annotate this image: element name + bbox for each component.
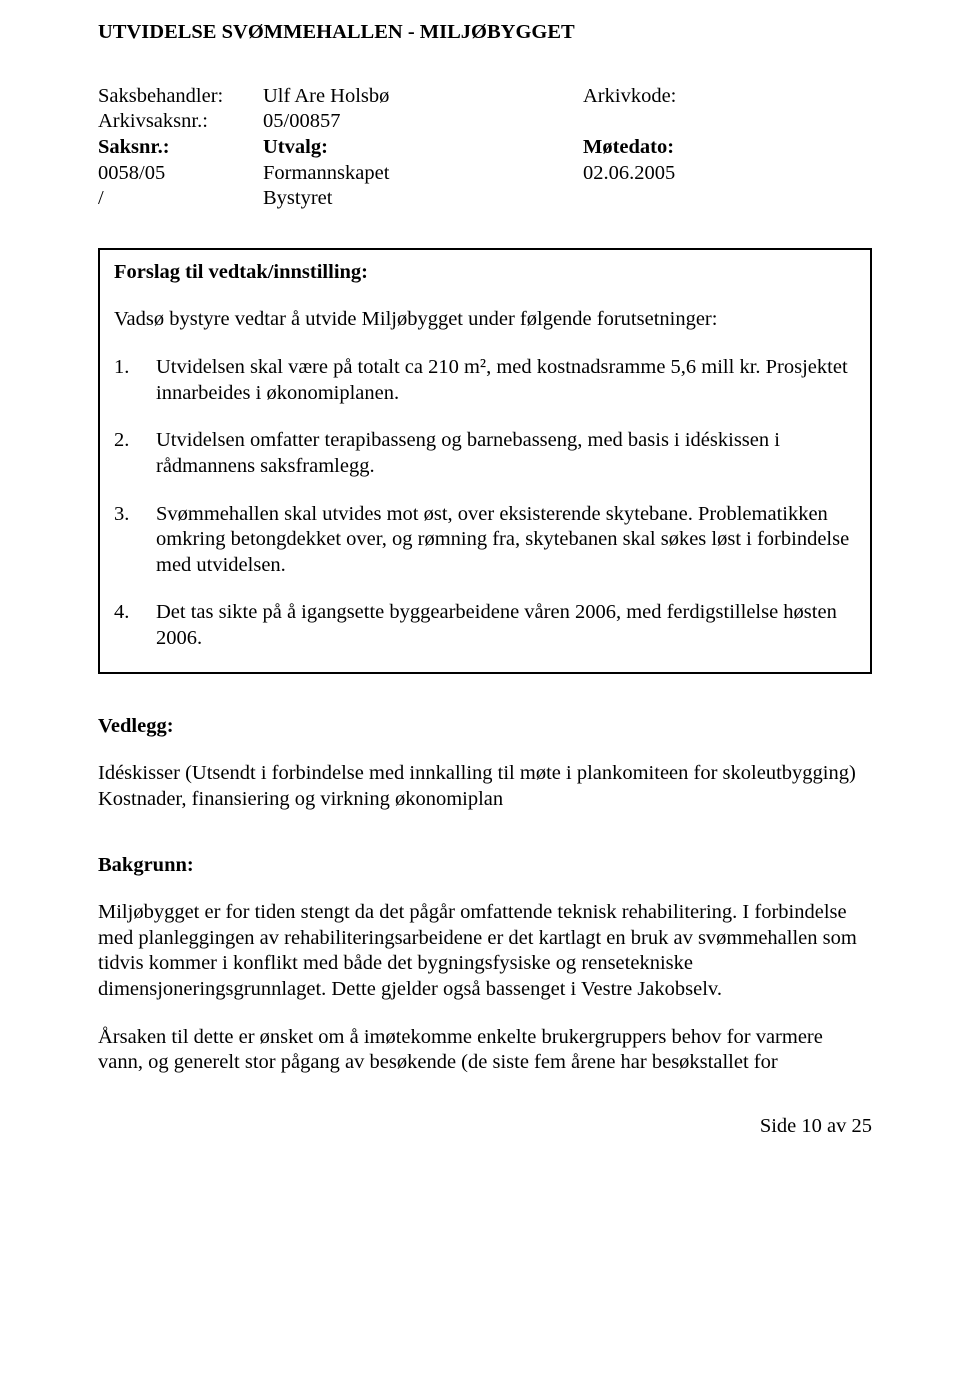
meta-label: / (98, 186, 263, 212)
bakgrunn-paragraph: Årsaken til dette er ønsket om å imøteko… (98, 1025, 872, 1076)
bakgrunn-paragraph: Miljøbygget er for tiden stengt da det p… (98, 900, 872, 1003)
meta-extra: Møtedato: (583, 135, 674, 161)
meta-label: Arkivsaksnr.: (98, 109, 263, 135)
item-text: Svømmehallen skal utvides mot øst, over … (156, 502, 856, 579)
page-footer: Side 10 av 25 (98, 1114, 872, 1140)
proposal-list: 1. Utvidelsen skal være på totalt ca 210… (114, 355, 856, 652)
meta-row: Saksbehandler: Ulf Are Holsbø Arkivkode: (98, 84, 872, 110)
meta-extra: Arkivkode: (583, 84, 676, 110)
meta-row: 0058/05 Formannskapet 02.06.2005 (98, 161, 872, 187)
document-title: UTVIDELSE SVØMMEHALLEN - MILJØBYGGET (98, 20, 872, 46)
item-number: 2. (114, 428, 156, 479)
proposal-lead: Vadsø bystyre vedtar å utvide Miljøbygge… (114, 307, 856, 333)
meta-label: Saksnr.: (98, 135, 263, 161)
meta-value: Ulf Are Holsbø (263, 84, 583, 110)
document-page: UTVIDELSE SVØMMEHALLEN - MILJØBYGGET Sak… (0, 0, 960, 1180)
proposal-box: Forslag til vedtak/innstilling: Vadsø by… (98, 248, 872, 674)
item-text: Utvidelsen skal være på totalt ca 210 m²… (156, 355, 856, 406)
meta-value: Utvalg: (263, 135, 583, 161)
meta-row: / Bystyret (98, 186, 872, 212)
meta-value: Formannskapet (263, 161, 583, 187)
item-number: 4. (114, 600, 156, 651)
vedlegg-body: Idéskisser (Utsendt i forbindelse med in… (98, 761, 872, 812)
meta-extra: 02.06.2005 (583, 161, 675, 187)
list-item: 3. Svømmehallen skal utvides mot øst, ov… (114, 502, 856, 579)
item-text: Utvidelsen omfatter terapibasseng og bar… (156, 428, 856, 479)
vedlegg-line: Idéskisser (Utsendt i forbindelse med in… (98, 762, 856, 784)
list-item: 1. Utvidelsen skal være på totalt ca 210… (114, 355, 856, 406)
list-item: 4. Det tas sikte på å igangsette byggear… (114, 600, 856, 651)
item-number: 1. (114, 355, 156, 406)
spacer (98, 835, 872, 853)
meta-value: Bystyret (263, 186, 583, 212)
item-text: Det tas sikte på å igangsette byggearbei… (156, 600, 856, 651)
bakgrunn-heading: Bakgrunn: (98, 853, 872, 879)
meta-row-header: Saksnr.: Utvalg: Møtedato: (98, 135, 872, 161)
proposal-subtitle: Forslag til vedtak/innstilling: (114, 260, 856, 286)
item-number: 3. (114, 502, 156, 579)
meta-table: Saksbehandler: Ulf Are Holsbø Arkivkode:… (98, 84, 872, 212)
meta-label: 0058/05 (98, 161, 263, 187)
meta-row: Arkivsaksnr.: 05/00857 (98, 109, 872, 135)
meta-value: 05/00857 (263, 109, 583, 135)
meta-label: Saksbehandler: (98, 84, 263, 110)
vedlegg-heading: Vedlegg: (98, 714, 872, 740)
vedlegg-line: Kostnader, finansiering og virkning økon… (98, 788, 503, 810)
list-item: 2. Utvidelsen omfatter terapibasseng og … (114, 428, 856, 479)
